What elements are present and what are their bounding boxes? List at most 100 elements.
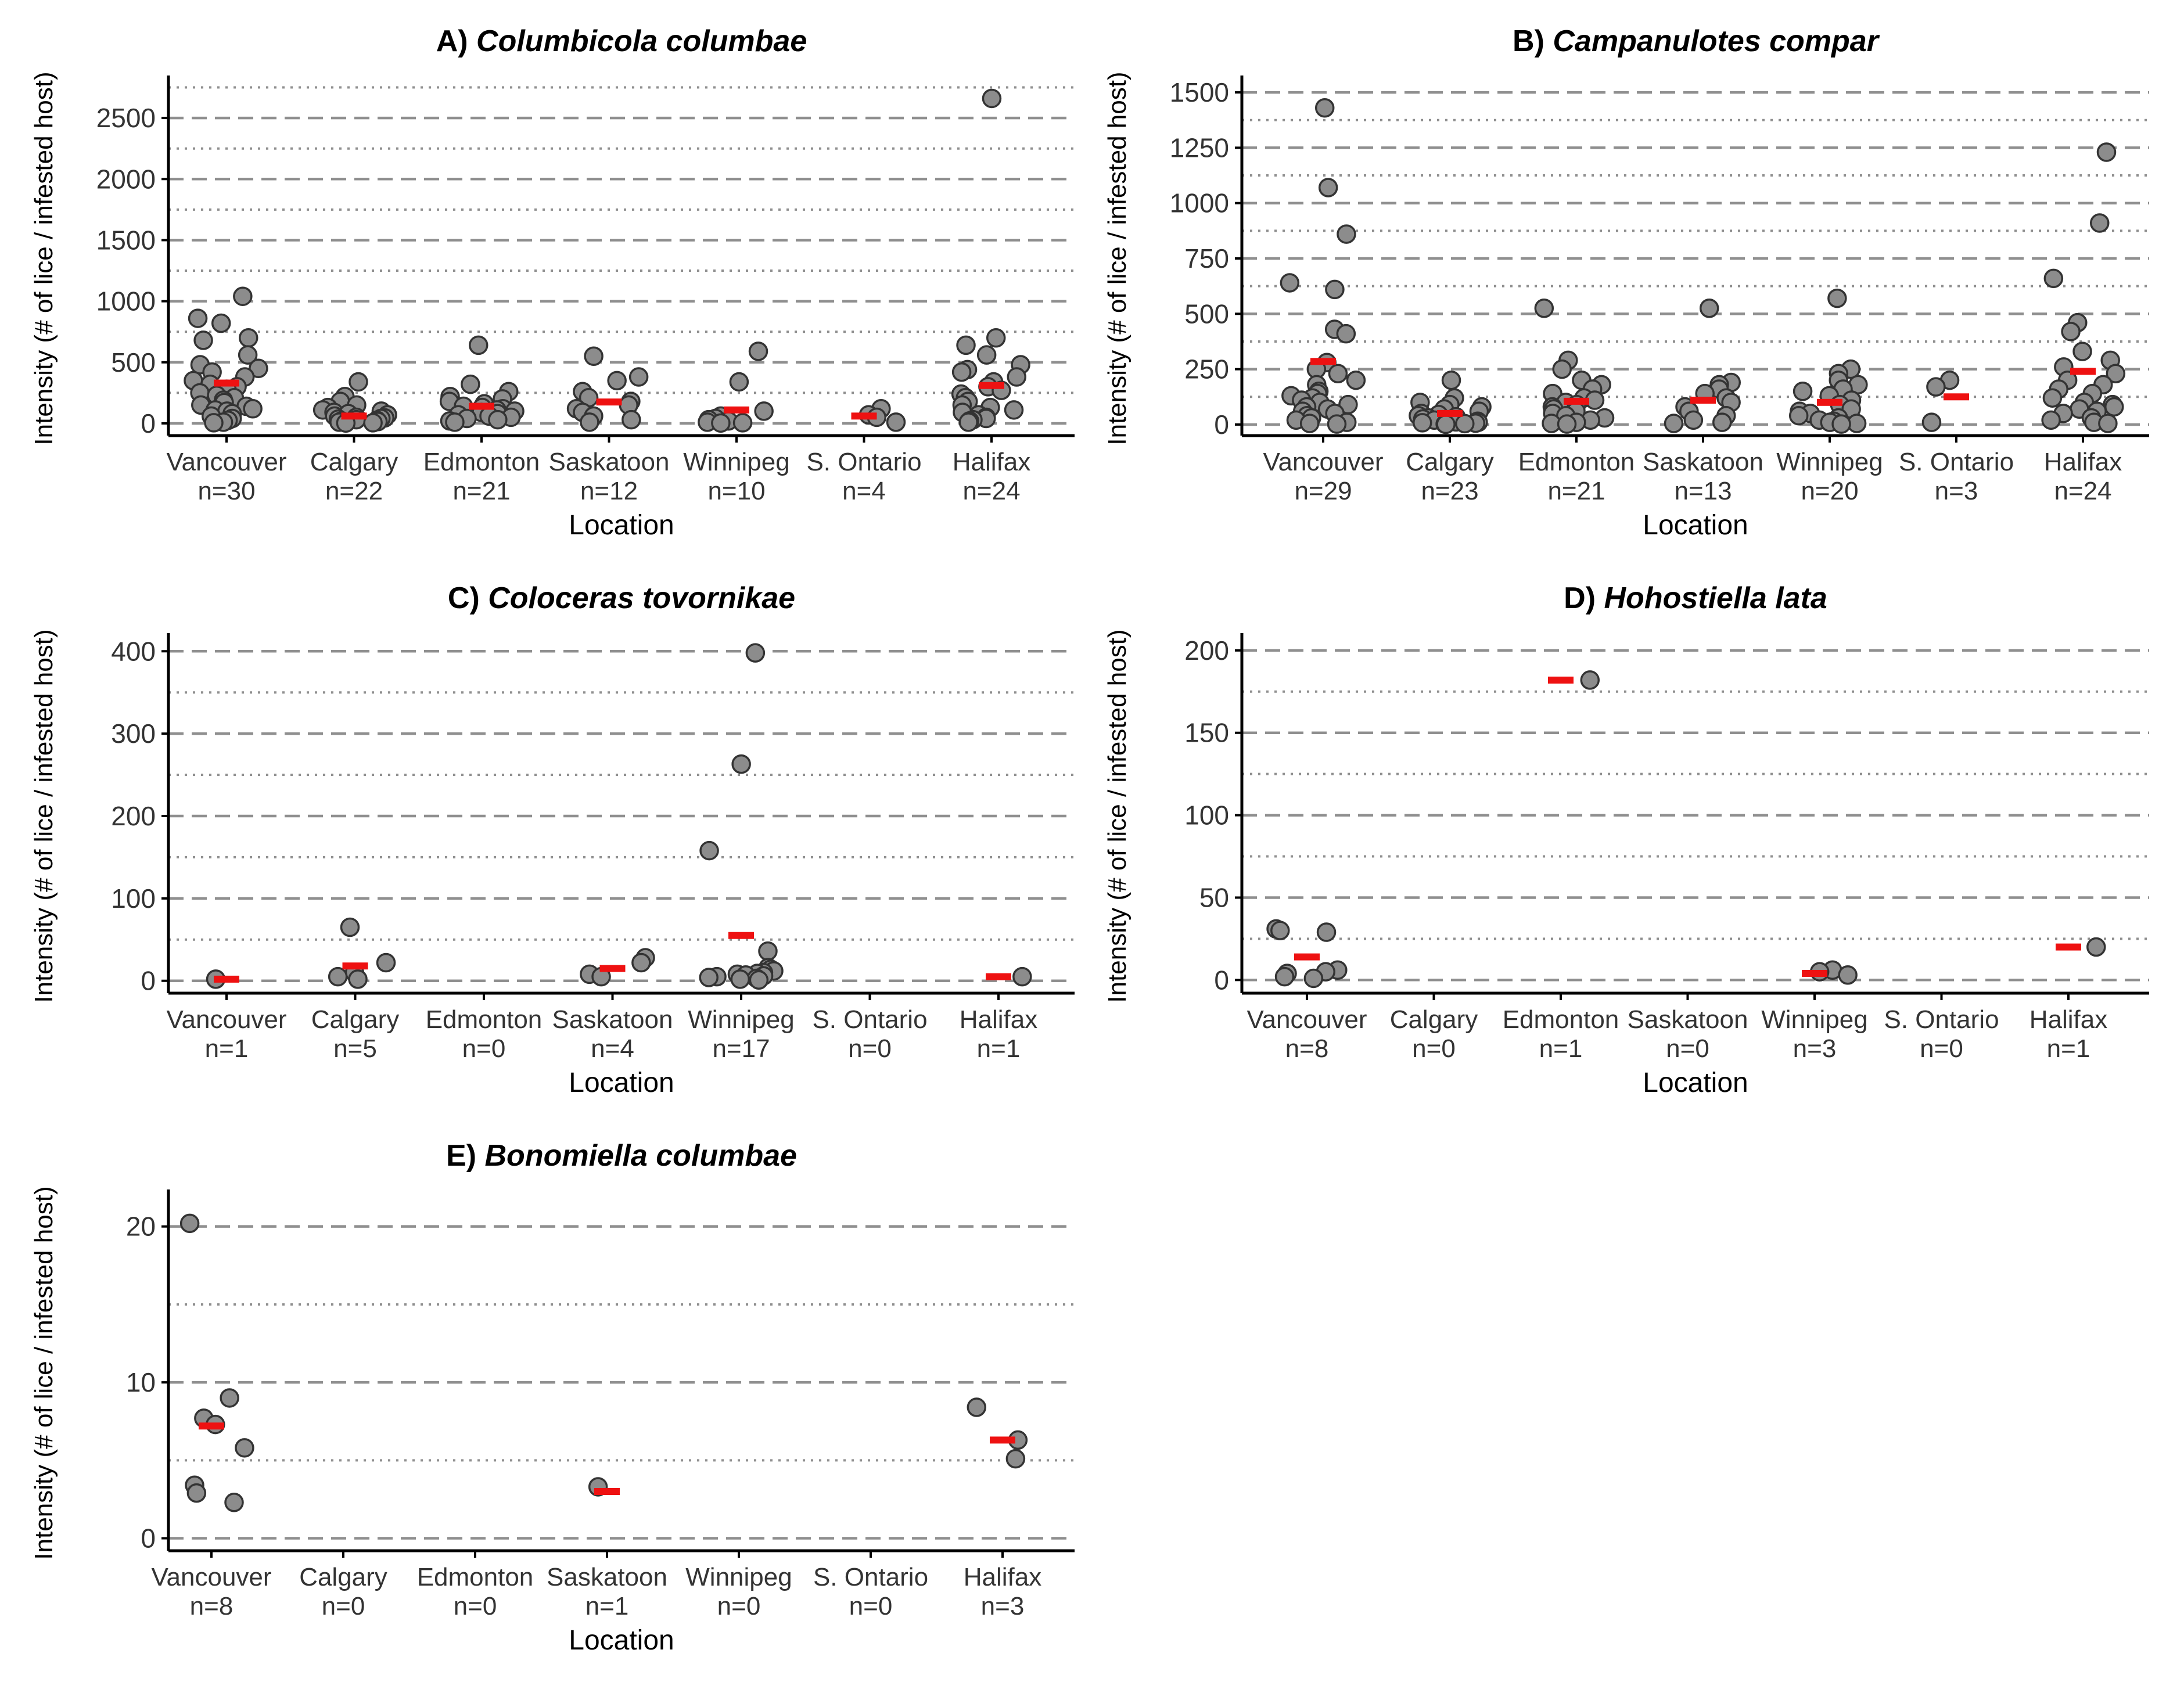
data-point bbox=[1005, 1449, 1026, 1469]
y-tick-label: 200 bbox=[111, 801, 156, 831]
data-point bbox=[1299, 414, 1320, 433]
x-category-label: Vancouver bbox=[1247, 1005, 1367, 1034]
data-point bbox=[628, 367, 649, 387]
sample-size-label: n=0 bbox=[1412, 1034, 1456, 1063]
x-category-label: Halifax bbox=[2029, 1005, 2108, 1034]
data-point bbox=[711, 413, 731, 433]
data-point bbox=[1534, 299, 1554, 318]
x-category-label: Vancouver bbox=[166, 448, 286, 476]
x-category-label: Saskatoon bbox=[549, 448, 670, 476]
y-tick-label: 0 bbox=[1214, 409, 1229, 440]
sample-size-label: n=0 bbox=[1920, 1034, 1963, 1063]
data-point bbox=[622, 409, 641, 430]
x-category-label: Vancouver bbox=[1263, 448, 1383, 476]
data-point bbox=[1004, 400, 1024, 420]
x-axis-title: Location bbox=[569, 1625, 674, 1656]
data-point bbox=[224, 1493, 244, 1512]
sample-size-label: n=0 bbox=[849, 1592, 893, 1620]
y-tick-label: 20 bbox=[126, 1212, 156, 1242]
data-point bbox=[982, 88, 1002, 109]
mean-bar bbox=[1437, 409, 1463, 417]
sample-size-label: n=3 bbox=[1793, 1034, 1837, 1063]
panel-title: C) Coloceras tovornikae bbox=[448, 581, 795, 615]
x-category-label: Vancouver bbox=[151, 1563, 271, 1591]
data-point bbox=[584, 346, 604, 366]
y-tick-label: 100 bbox=[1184, 800, 1229, 831]
y-tick-label: 1250 bbox=[1170, 132, 1229, 163]
sample-size-label: n=30 bbox=[197, 477, 255, 505]
mean-bar bbox=[1690, 397, 1716, 404]
data-point bbox=[1831, 414, 1851, 434]
data-point bbox=[1664, 414, 1684, 433]
x-category-label: Edmonton bbox=[426, 1005, 543, 1034]
data-point bbox=[967, 1397, 987, 1417]
data-point bbox=[758, 941, 778, 961]
mean-bar bbox=[2070, 368, 2096, 375]
data-point bbox=[886, 412, 906, 432]
species-name: Campanulotes compar bbox=[1553, 24, 1880, 58]
data-point bbox=[243, 398, 263, 419]
y-tick-label: 1500 bbox=[96, 225, 156, 255]
mean-bar bbox=[1310, 358, 1336, 365]
data-point bbox=[249, 358, 268, 379]
panel-a: A) Columbicola columbae 0 500 1000 1500 2000 2… bbox=[30, 24, 1075, 541]
y-axis-title: Intensity (# of lice / infested host) bbox=[1103, 71, 1131, 445]
sample-size-label: n=1 bbox=[205, 1034, 249, 1063]
data-point bbox=[1921, 412, 1942, 432]
data-point bbox=[731, 754, 751, 774]
sample-size-label: n=3 bbox=[981, 1592, 1025, 1620]
data-point bbox=[1270, 921, 1290, 940]
data-point bbox=[1441, 370, 1461, 390]
x-category-label: Edmonton bbox=[1518, 448, 1635, 476]
data-point bbox=[1838, 965, 1858, 985]
mean-bar bbox=[1817, 398, 1842, 406]
data-point bbox=[754, 401, 774, 421]
data-point bbox=[745, 643, 766, 663]
x-category-label: S. Ontario bbox=[813, 1563, 928, 1591]
x-category-label: S. Ontario bbox=[812, 1005, 927, 1034]
y-tick-label: 750 bbox=[1184, 243, 1229, 274]
data-point bbox=[951, 362, 972, 382]
mean-bar bbox=[2056, 943, 2081, 951]
species-name: Coloceras tovornikae bbox=[488, 581, 795, 615]
y-tick-label: 0 bbox=[141, 408, 156, 439]
y-tick-label: 1000 bbox=[96, 286, 156, 317]
y-tick-label: 0 bbox=[1214, 965, 1229, 995]
mean-bar bbox=[469, 402, 494, 410]
sample-size-label: n=23 bbox=[1421, 477, 1478, 505]
data-point bbox=[211, 313, 231, 333]
y-tick-label: 50 bbox=[1199, 882, 1229, 912]
x-category-label: Edmonton bbox=[1503, 1005, 1619, 1034]
data-point bbox=[1712, 412, 1732, 432]
sample-size-label: n=29 bbox=[1294, 477, 1352, 505]
data-point bbox=[1827, 288, 1847, 308]
data-point bbox=[2086, 937, 2106, 957]
data-point bbox=[238, 328, 258, 348]
sample-size-label: n=21 bbox=[1547, 477, 1605, 505]
data-point bbox=[1683, 410, 1704, 430]
x-axis-title: Location bbox=[1643, 1068, 1748, 1098]
x-category-label: S. Ontario bbox=[1899, 448, 2014, 476]
x-category-label: Winnipeg bbox=[1761, 1005, 1867, 1034]
x-category-label: Edmonton bbox=[423, 448, 540, 476]
x-category-label: Saskatoon bbox=[547, 1563, 667, 1591]
sample-size-label: n=0 bbox=[462, 1034, 506, 1063]
y-tick-label: 500 bbox=[111, 347, 156, 378]
data-point bbox=[1699, 299, 1719, 318]
data-point bbox=[580, 412, 599, 432]
x-axis-title: Location bbox=[1643, 510, 1748, 541]
sample-size-label: n=17 bbox=[712, 1034, 770, 1063]
mean-bar bbox=[342, 962, 368, 970]
data-point bbox=[348, 969, 368, 989]
sample-size-label: n=13 bbox=[1674, 477, 1732, 505]
data-point bbox=[732, 413, 753, 433]
y-axis-title: Intensity (# of lice / infested host) bbox=[1103, 629, 1131, 1002]
mean-bar bbox=[199, 1422, 224, 1430]
data-point bbox=[2098, 414, 2118, 433]
x-category-label: Saskatoon bbox=[552, 1005, 673, 1034]
panel-title: D) Hohostiella lata bbox=[1564, 581, 1827, 615]
x-category-label: Winnipeg bbox=[683, 448, 789, 476]
data-point bbox=[220, 1388, 239, 1408]
data-point bbox=[986, 328, 1006, 348]
